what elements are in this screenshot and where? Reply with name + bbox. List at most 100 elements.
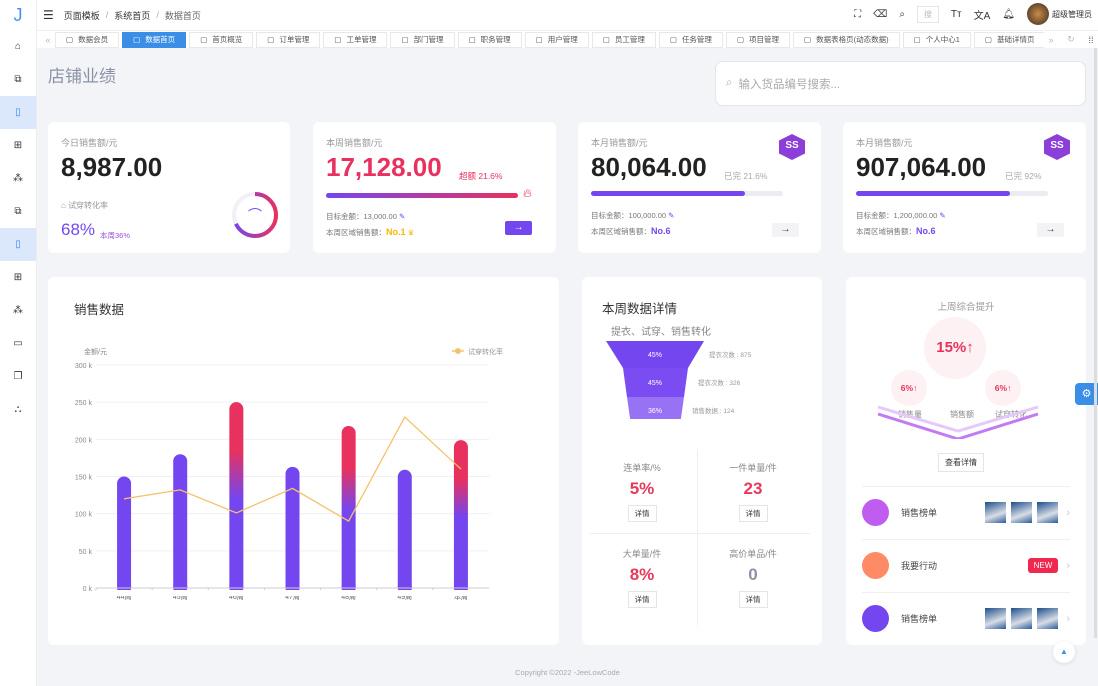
ss-badge-icon: SS: [1044, 134, 1070, 160]
breadcrumb-item[interactable]: 页面模板: [63, 10, 100, 21]
bar: [173, 454, 188, 595]
list-item[interactable]: 销售榜单 ›: [862, 592, 1070, 644]
sidebar-item[interactable]: ▭: [0, 327, 36, 360]
header-search-input[interactable]: 搜: [916, 5, 939, 23]
menu-toggle-icon[interactable]: ☰: [43, 8, 54, 22]
detail-button[interactable]: 详情: [738, 591, 768, 608]
tab[interactable]: ▢ 数据会员: [55, 31, 120, 48]
list-item[interactable]: 销售榜单 ›: [862, 486, 1070, 538]
chevron-decoration: [877, 405, 1039, 439]
page-icon: ▢: [468, 35, 476, 44]
sidebar-item[interactable]: ▯: [0, 96, 36, 129]
tab[interactable]: ▢ 首页概览: [189, 31, 254, 48]
funnel-chart: 45% 45% 36% 提衣次数 : 875 提衣次数 : 326 销售数据 :…: [606, 341, 752, 419]
product-search-input[interactable]: ⌕ 输入货品编号搜索...: [715, 61, 1086, 106]
sidebar-item[interactable]: ▯: [0, 228, 36, 261]
detail-button[interactable]: 详情: [627, 505, 657, 522]
tab[interactable]: ▢ 部门管理: [390, 31, 455, 48]
tab-scroll-right-icon[interactable]: »: [1048, 34, 1054, 45]
sidebar-item[interactable]: ⧉: [0, 63, 36, 96]
card-value: 80,064.00: [591, 152, 707, 182]
refresh-icon[interactable]: ↻: [1067, 34, 1075, 44]
detail-button[interactable]: 详情: [738, 505, 768, 522]
tab[interactable]: ▢ 职务管理: [457, 31, 522, 48]
improve-label: 销售额: [950, 410, 974, 419]
edit-icon[interactable]: ✎: [939, 211, 946, 220]
grid-icon: ⊞: [13, 272, 23, 283]
card-label: 本月销售额/元: [591, 138, 648, 148]
month-sales-card: 本月销售额/元 SS 80,064.00 已完 21.6% 目标金额：100,0…: [578, 122, 821, 253]
detail-button[interactable]: 详情: [627, 591, 657, 608]
tab[interactable]: ▢ 任务管理: [658, 31, 723, 48]
thumbnail: [1011, 502, 1033, 523]
clear-icon[interactable]: ⌫: [873, 8, 888, 20]
tab[interactable]: ▢ 数据表格页(动态数据): [793, 31, 900, 48]
y-axis-label: 金额/元: [84, 347, 107, 356]
sidebar-item[interactable]: ⧉: [0, 195, 36, 228]
ss-badge-icon: SS: [779, 134, 805, 160]
fire-icon: 🔥︎: [523, 186, 532, 200]
funnel-segment: [623, 368, 688, 397]
bar: [117, 476, 132, 595]
thumbnail: [1037, 502, 1059, 523]
back-to-top-button[interactable]: ▲: [1053, 641, 1075, 663]
thumbnail: [1011, 608, 1033, 629]
detail-arrow-button[interactable]: →: [505, 221, 532, 235]
sidebar-item[interactable]: ❐: [0, 360, 36, 393]
cubes-icon: ⁂: [13, 173, 23, 184]
legend-label: 试穿转化率: [468, 347, 503, 356]
kpi-single-orders: 一件单量/件 23 详情: [699, 461, 807, 522]
sidebar-item[interactable]: ⊞: [0, 129, 36, 162]
tab[interactable]: ▢ 工单管理: [323, 31, 388, 48]
tab[interactable]: ▢ 项目管理: [725, 31, 791, 48]
tab-menu-icon[interactable]: ⁞⁞: [1088, 34, 1094, 45]
improve-label: 销售量: [898, 410, 922, 419]
view-details-button[interactable]: 查看详情: [938, 453, 984, 472]
chevron-right-icon: ›: [1066, 506, 1070, 519]
detail-arrow-button[interactable]: →: [1037, 223, 1064, 237]
funnel-pct: 45%: [648, 352, 662, 359]
tab[interactable]: ▢ 基础详情页: [973, 31, 1044, 48]
detail-arrow-button[interactable]: →: [772, 223, 799, 237]
grid-icon: ⊞: [13, 140, 23, 151]
sidebar-item[interactable]: ⛬: [0, 393, 36, 426]
edit-icon[interactable]: ✎: [668, 211, 675, 220]
tab[interactable]: ▢ 员工管理: [591, 31, 656, 48]
breadcrumb-item[interactable]: 系统首页: [114, 10, 151, 21]
sidebar: J ⌂ ⧉ ▯ ⊞ ⁂ ⧉ ▯ ⊞ ⁂ ▭ ❐ ⛬: [0, 0, 37, 686]
sidebar-item[interactable]: ⊞: [0, 261, 36, 294]
target-amount: 目标金额：100,000.00 ✎: [591, 211, 675, 220]
tab[interactable]: ▢ 订单管理: [256, 31, 321, 48]
bell-icon[interactable]: 🔔︎: [1002, 8, 1015, 20]
sidebar-item[interactable]: ⁂: [0, 294, 36, 327]
tab[interactable]: ▢ 数据首页: [122, 31, 187, 48]
thumbnail: [1037, 608, 1059, 629]
copyright: Copyright ©2022 -JeeLowCode: [515, 668, 620, 677]
rank: 本周区域销售额：No.6: [856, 226, 936, 236]
tab-scroll-left-icon[interactable]: «: [45, 34, 51, 45]
x-tick-label: 45周: [173, 593, 188, 601]
chevron-right-icon: ›: [1066, 612, 1070, 625]
list-item[interactable]: 我要行动 NEW ›: [862, 539, 1070, 591]
completion: 已完 92%: [1005, 171, 1042, 181]
fullscreen-icon[interactable]: ⛶: [854, 8, 862, 20]
font-size-icon[interactable]: Tт: [950, 8, 962, 20]
sidebar-item[interactable]: ⁂: [0, 162, 36, 195]
list-dot-icon: [862, 605, 889, 632]
translate-icon[interactable]: 文A: [973, 10, 991, 22]
user-menu[interactable]: 超级管理员: [1027, 3, 1092, 25]
bar-base: [341, 586, 356, 588]
y-tick-label: 0 k: [83, 586, 93, 593]
x-tick-label: 44周: [117, 593, 132, 601]
search-icon[interactable]: ⌕: [899, 8, 905, 20]
sidebar-item[interactable]: ⌂: [0, 30, 36, 63]
edit-icon[interactable]: ✎: [398, 212, 406, 221]
scrollbar[interactable]: [1094, 48, 1097, 638]
tab[interactable]: ▢ 用户管理: [524, 31, 589, 48]
tab[interactable]: ▢ 个人中心1: [902, 31, 971, 48]
page-icon: ▢: [669, 35, 677, 44]
y-tick-label: 50 k: [79, 549, 93, 556]
page-icon: ▢: [602, 35, 610, 44]
card-label: 本周销售额/元: [326, 138, 383, 148]
settings-gear-icon[interactable]: ⚙: [1075, 383, 1098, 405]
